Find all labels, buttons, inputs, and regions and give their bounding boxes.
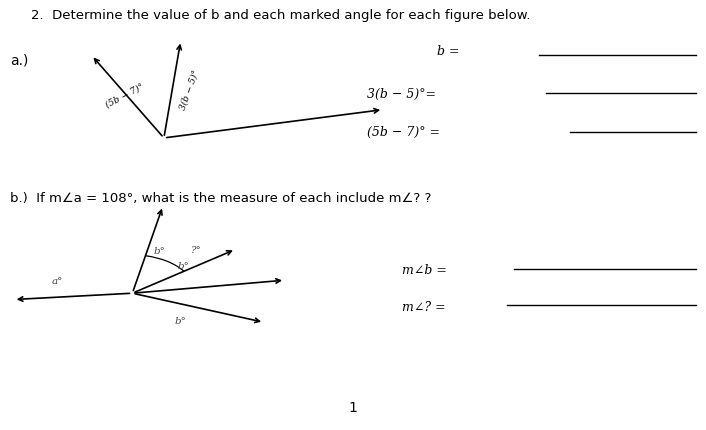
Text: a°: a°: [52, 276, 63, 285]
Text: b°: b°: [153, 246, 165, 255]
Text: ?°: ?°: [191, 246, 202, 255]
Text: b°: b°: [178, 261, 190, 270]
Text: (5b − 7)°: (5b − 7)°: [104, 81, 145, 109]
Text: b =: b =: [437, 45, 464, 58]
Text: m∠? =: m∠? =: [402, 300, 450, 313]
Text: b°: b°: [174, 316, 186, 325]
Text: 1: 1: [349, 400, 357, 415]
Text: a.): a.): [10, 54, 28, 68]
Text: b.)  If m∠a = 108°, what is the measure of each include m∠? ?: b.) If m∠a = 108°, what is the measure o…: [10, 192, 431, 205]
Text: (5b − 7)° =: (5b − 7)° =: [367, 126, 444, 139]
Text: 3(b − 5)°=: 3(b − 5)°=: [367, 88, 436, 101]
Text: 3(b − 5)°: 3(b − 5)°: [178, 69, 201, 111]
Text: 2.  Determine the value of b and each marked angle for each figure below.: 2. Determine the value of b and each mar…: [31, 9, 530, 22]
Text: m∠b =: m∠b =: [402, 264, 451, 277]
